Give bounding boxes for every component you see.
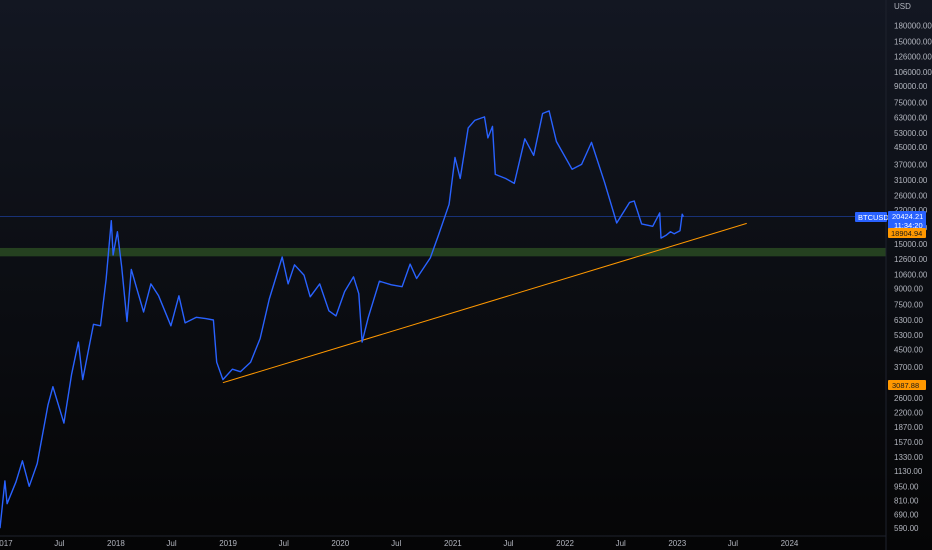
time-tick-label: 2019	[219, 539, 237, 548]
price-tick-label: 590.00	[894, 524, 919, 533]
price-tick-label: 180000.00	[894, 21, 932, 30]
price-tick-label: 10600.00	[894, 270, 928, 279]
price-tick-label: 12600.00	[894, 255, 928, 264]
symbol-badge-bg	[855, 212, 887, 222]
price-tick-label: 26000.00	[894, 191, 928, 200]
price-tick-label: 2600.00	[894, 394, 923, 403]
time-tick-label: 2017	[0, 539, 13, 548]
last-price-value: 20424.21	[892, 212, 923, 221]
time-tick-label: Jul	[728, 539, 738, 548]
trendline[interactable]	[222, 222, 747, 384]
time-tick-label: 2021	[444, 539, 462, 548]
trend-start-value: 3087.88	[892, 381, 919, 390]
price-tick-label: 3700.00	[894, 363, 923, 372]
price-tick-label: 37000.00	[894, 160, 928, 169]
price-tick-label: 6300.00	[894, 316, 923, 325]
price-tick-label: 690.00	[894, 510, 919, 519]
price-tick-label: 1870.00	[894, 423, 923, 432]
time-tick-label: 2023	[668, 539, 686, 548]
last-price-badge: 20424.21 11:34:20	[888, 211, 926, 233]
price-tick-label: 9000.00	[894, 285, 923, 294]
time-tick-label: 2024	[781, 539, 799, 548]
price-tick-label: 950.00	[894, 482, 919, 491]
price-tick-label: 126000.00	[894, 53, 932, 62]
time-tick-label: Jul	[616, 539, 626, 548]
trend-end-badge-bg	[888, 228, 926, 238]
symbol-label: BTCUSD	[858, 213, 889, 222]
price-tick-label: 22000.00	[894, 206, 928, 215]
price-tick-label: 75000.00	[894, 98, 928, 107]
price-tick-label: 63000.00	[894, 114, 928, 123]
price-tick-label: 2200.00	[894, 409, 923, 418]
price-tick-label: 31000.00	[894, 176, 928, 185]
trend-start-badge: 3087.88	[888, 380, 926, 390]
trend-start-badge-bg	[888, 380, 926, 390]
price-tick-label: 1570.00	[894, 438, 923, 447]
time-tick-label: Jul	[166, 539, 176, 548]
price-series-line	[0, 110, 685, 529]
time-tick-label: 2022	[556, 539, 574, 548]
price-tick-label: 5300.00	[894, 331, 923, 340]
price-tick-label: 810.00	[894, 496, 919, 505]
time-axis[interactable]: 2017 Jul 2018 Jul 2019 Jul 2020 Jul 2021 Jul 2022 J…	[0, 539, 799, 548]
time-tick-label: Jul	[54, 539, 64, 548]
bar-countdown: 11:34:20	[894, 221, 923, 230]
price-tick-label: 7500.00	[894, 301, 923, 310]
time-tick-label: 2018	[107, 539, 125, 548]
time-tick-label: Jul	[391, 539, 401, 548]
price-tick-label: 45000.00	[894, 143, 928, 152]
price-tick-label: 1130.00	[894, 467, 923, 476]
time-tick-label: Jul	[279, 539, 289, 548]
last-price-badge-bg	[888, 211, 926, 233]
price-tick-label: 150000.00	[894, 37, 932, 46]
price-tick-label: 4500.00	[894, 346, 923, 355]
price-tick-label: 15000.00	[894, 240, 928, 249]
price-tick-label: 106000.00	[894, 68, 932, 77]
price-axis[interactable]: 180000.00 150000.00 126000.00 106000.00 9000…	[894, 21, 932, 533]
price-tick-label: 1330.00	[894, 453, 923, 462]
symbol-badge: BTCUSD	[855, 212, 889, 222]
time-tick-label: Jul	[503, 539, 513, 548]
trend-end-badge: 18904.94	[888, 228, 926, 238]
trend-end-value: 18904.94	[891, 229, 922, 238]
support-zone	[0, 247, 886, 257]
currency-label: USD	[894, 2, 911, 11]
time-tick-label: 2020	[331, 539, 349, 548]
price-tick-label: 53000.00	[894, 129, 928, 138]
plot-background	[0, 0, 886, 536]
price-tick-label: 90000.00	[894, 82, 928, 91]
